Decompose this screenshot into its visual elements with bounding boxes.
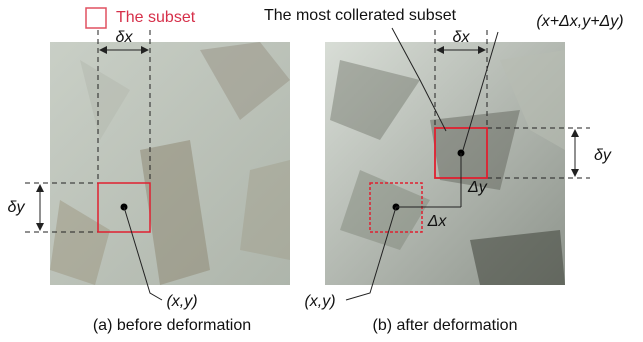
photo-before	[50, 42, 290, 285]
shift-x-label: Δx	[427, 213, 448, 230]
correlated-label: The most collerated subset	[264, 7, 457, 24]
delta-x-label: δx	[453, 29, 471, 46]
point-label: (x,y)	[304, 293, 335, 310]
shift-y-label: Δy	[467, 179, 488, 196]
figure: The subset δx δy (x,y) (a) before deform…	[0, 0, 643, 342]
delta-x-label: δx	[116, 29, 134, 46]
caption: (b) after deformation	[373, 317, 518, 334]
delta-y-label: δy	[594, 147, 612, 164]
legend-swatch	[86, 8, 106, 28]
legend-label: The subset	[116, 9, 196, 26]
caption: (a) before deformation	[93, 317, 251, 334]
photo-after	[325, 42, 565, 285]
delta-y-label: δy	[8, 199, 26, 216]
point-label: (x,y)	[166, 293, 197, 310]
target-label: (x+Δx,y+Δy)	[536, 13, 623, 30]
